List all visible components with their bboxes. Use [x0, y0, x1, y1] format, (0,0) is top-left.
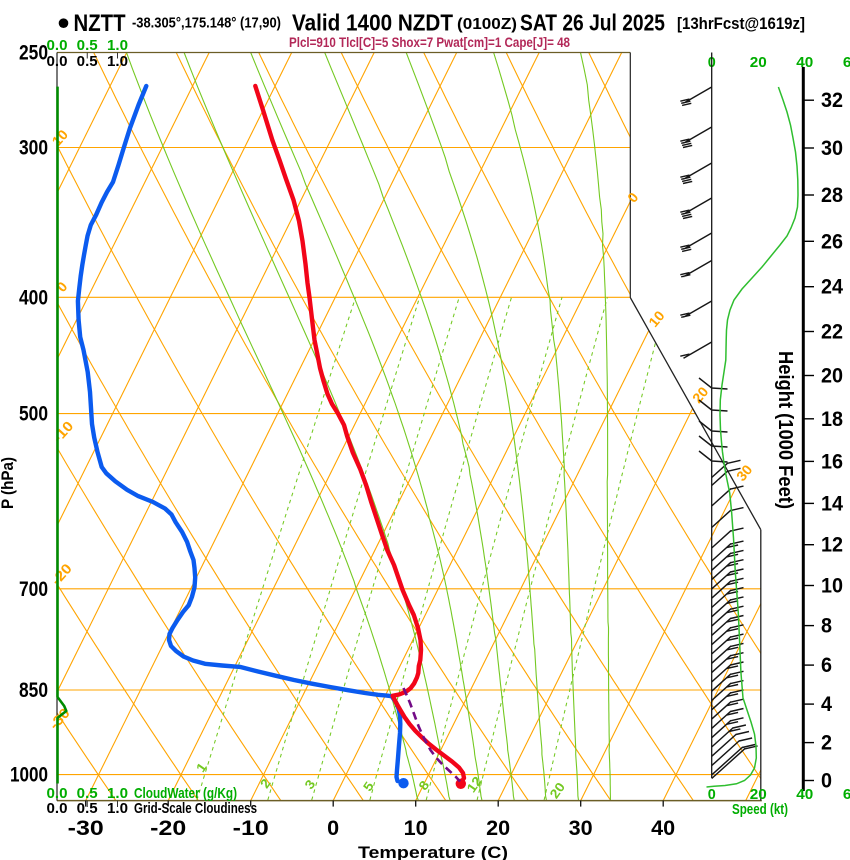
- svg-text:24: 24: [821, 276, 843, 299]
- svg-text:20: 20: [750, 786, 767, 803]
- svg-text:60: 60: [843, 54, 850, 71]
- svg-text:4: 4: [821, 693, 832, 716]
- svg-text:0: 0: [708, 786, 716, 803]
- svg-text:0.5: 0.5: [77, 800, 98, 817]
- svg-text:1.0: 1.0: [107, 800, 128, 817]
- svg-text:2: 2: [821, 732, 832, 755]
- svg-text:1.0: 1.0: [107, 53, 128, 70]
- svg-text:28: 28: [821, 184, 843, 207]
- svg-text:Temperature (C): Temperature (C): [358, 843, 508, 860]
- svg-text:16: 16: [821, 450, 843, 473]
- svg-text:1.0: 1.0: [107, 785, 128, 802]
- svg-text:0.5: 0.5: [77, 785, 98, 802]
- svg-text:CloudWater (g/Kg): CloudWater (g/Kg): [134, 785, 237, 802]
- svg-text:[13hrFcst@1619z]: [13hrFcst@1619z]: [677, 14, 805, 33]
- svg-text:Speed (kt): Speed (kt): [732, 801, 788, 818]
- svg-text:0.0: 0.0: [47, 785, 68, 802]
- svg-text:700: 700: [19, 578, 48, 601]
- svg-text:22: 22: [821, 321, 843, 344]
- svg-text:-10: -10: [233, 817, 269, 840]
- svg-text:Valid 1400 NZDT: Valid 1400 NZDT: [292, 10, 453, 36]
- svg-text:NZTT: NZTT: [74, 10, 126, 37]
- svg-text:6: 6: [821, 654, 832, 677]
- svg-text:-38.305°,175.148° (17,90): -38.305°,175.148° (17,90): [132, 15, 281, 32]
- svg-text:10: 10: [404, 817, 428, 840]
- svg-text:0: 0: [821, 770, 832, 793]
- svg-text:14: 14: [821, 492, 843, 515]
- svg-text:0.0: 0.0: [47, 53, 68, 70]
- svg-text:10: 10: [821, 575, 843, 598]
- svg-text:12: 12: [821, 534, 843, 557]
- svg-text:40: 40: [796, 786, 813, 803]
- svg-text:850: 850: [19, 679, 48, 702]
- svg-text:0.0: 0.0: [47, 800, 68, 817]
- svg-text:0.5: 0.5: [77, 37, 98, 54]
- svg-text:20: 20: [486, 817, 510, 840]
- svg-text:500: 500: [19, 403, 48, 426]
- svg-text:Plcl=910 Tlcl[C]=5 Shox=7 Pwat: Plcl=910 Tlcl[C]=5 Shox=7 Pwat[cm]=1 Cap…: [289, 34, 570, 50]
- svg-text:Grid-Scale Cloudiness: Grid-Scale Cloudiness: [134, 800, 257, 817]
- svg-text:(0100Z): (0100Z): [457, 16, 517, 33]
- svg-text:40: 40: [796, 54, 813, 71]
- svg-text:30: 30: [569, 817, 593, 840]
- svg-text:32: 32: [821, 89, 843, 112]
- svg-text:60: 60: [843, 786, 850, 803]
- svg-text:400: 400: [19, 286, 48, 309]
- svg-text:0.0: 0.0: [47, 37, 68, 54]
- svg-text:-30: -30: [68, 817, 104, 840]
- svg-text:Height (1000 Feet): Height (1000 Feet): [774, 351, 796, 509]
- svg-text:300: 300: [19, 137, 48, 160]
- svg-text:8: 8: [821, 615, 832, 638]
- svg-text:1.0: 1.0: [107, 37, 128, 54]
- svg-text:20: 20: [750, 54, 767, 71]
- svg-text:30: 30: [821, 137, 843, 160]
- svg-text:P (hPa): P (hPa): [0, 457, 17, 509]
- svg-text:1000: 1000: [10, 764, 48, 787]
- svg-text:20: 20: [821, 365, 843, 388]
- svg-text:40: 40: [651, 817, 675, 840]
- svg-text:250: 250: [19, 42, 48, 65]
- svg-text:18: 18: [821, 408, 843, 431]
- svg-text:26: 26: [821, 230, 843, 253]
- svg-text:SAT 26 Jul 2025: SAT 26 Jul 2025: [520, 10, 665, 36]
- svg-text:0: 0: [327, 817, 339, 840]
- svg-text:0.5: 0.5: [77, 53, 98, 70]
- svg-text:-20: -20: [150, 817, 186, 840]
